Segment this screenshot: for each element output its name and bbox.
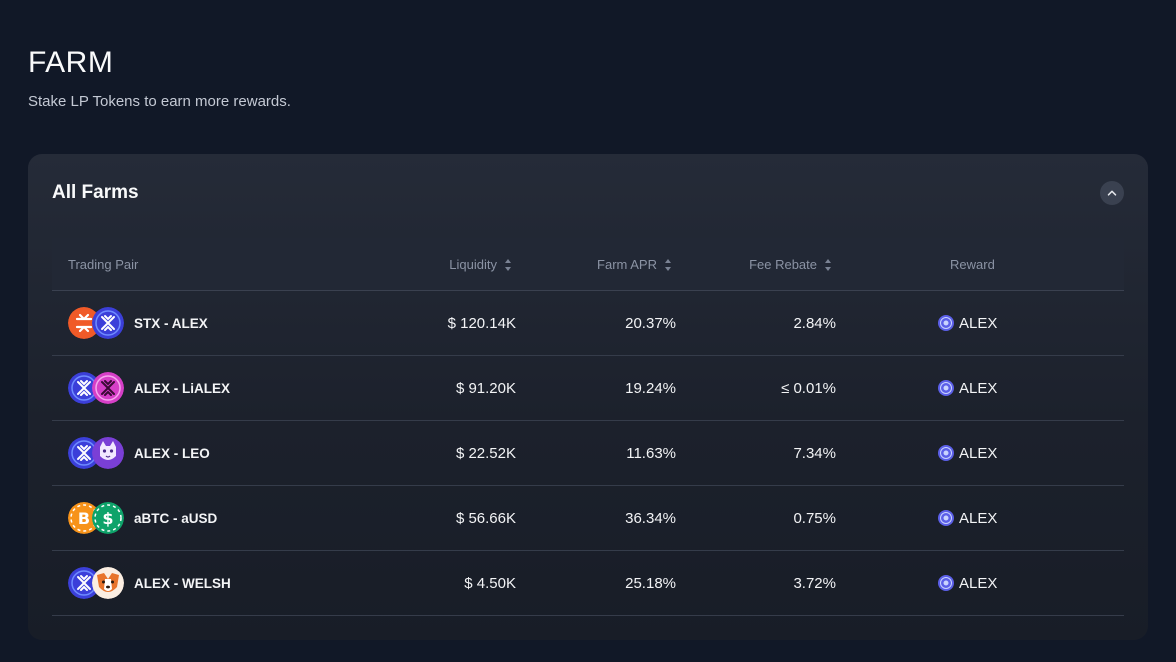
apr-value: 11.63% xyxy=(626,444,676,462)
pair-icons xyxy=(68,372,124,404)
trading-pair-cell: B $ aBTC - aUSD xyxy=(68,486,217,550)
page-subtitle: Stake LP Tokens to earn more rewards. xyxy=(28,93,291,110)
header-liquidity-label: Liquidity xyxy=(449,257,497,272)
trading-pair-cell: ALEX - WELSH xyxy=(68,551,231,615)
fee-rebate-value: 3.72% xyxy=(793,574,836,592)
alex-reward-icon xyxy=(938,380,954,396)
sort-icon xyxy=(504,258,512,272)
reward-token: ALEX xyxy=(959,509,998,527)
alex-reward-icon xyxy=(938,575,954,591)
pair-name[interactable]: ALEX - LiALEX xyxy=(134,380,231,396)
table-row[interactable]: ALEX - LiALEX $ 91.20K 19.24% ≤ 0.01% AL… xyxy=(52,356,1124,421)
alex-reward-icon xyxy=(938,510,954,526)
table-row[interactable]: ALEX - LEO $ 22.52K 11.63% 7.34% ALEX xyxy=(52,421,1124,486)
header-fee-rebate[interactable]: Fee Rebate xyxy=(749,238,832,291)
pair-name[interactable]: aBTC - aUSD xyxy=(134,510,218,526)
trading-pair-cell: STX - ALEX xyxy=(68,291,208,355)
sort-icon xyxy=(664,258,672,272)
table-row[interactable]: ALEX - WELSH $ 4.50K 25.18% 3.72% ALEX xyxy=(52,551,1124,616)
svg-text:$: $ xyxy=(102,509,113,528)
welsh-token-icon xyxy=(92,567,124,599)
reward-cell: ALEX xyxy=(938,356,997,420)
fee-rebate-value: 0.75% xyxy=(793,509,836,527)
header-trading-pair: Trading Pair xyxy=(68,238,138,291)
header-liquidity[interactable]: Liquidity xyxy=(449,238,512,291)
alex-token-icon xyxy=(92,307,124,339)
trading-pair-cell: ALEX - LEO xyxy=(68,421,210,485)
liquidity-value: $ 4.50K xyxy=(464,574,516,592)
fee-rebate-value: ≤ 0.01% xyxy=(781,379,836,397)
reward-token: ALEX xyxy=(959,574,998,592)
pair-icons xyxy=(68,567,124,599)
apr-value: 19.24% xyxy=(625,379,676,397)
trading-pair-cell: ALEX - LiALEX xyxy=(68,356,230,420)
reward-cell: ALEX xyxy=(938,421,997,485)
table-row[interactable]: STX - ALEX $ 120.14K 20.37% 2.84% ALEX xyxy=(52,291,1124,356)
alex-reward-icon xyxy=(938,445,954,461)
page-title: FARM xyxy=(28,46,114,79)
fee-rebate-value: 7.34% xyxy=(793,444,836,462)
pair-name[interactable]: ALEX - LEO xyxy=(134,445,210,461)
reward-cell: ALEX xyxy=(938,486,997,550)
reward-token: ALEX xyxy=(959,314,998,332)
pair-icons: B $ xyxy=(68,502,124,534)
reward-token: ALEX xyxy=(959,444,998,462)
liquidity-value: $ 56.66K xyxy=(455,509,516,527)
apr-value: 36.34% xyxy=(625,509,676,527)
farms-table: Trading Pair Liquidity Farm APR Fee Reba… xyxy=(52,238,1124,616)
header-reward-label: Reward xyxy=(950,257,995,272)
collapse-button[interactable] xyxy=(1100,181,1124,205)
panel-title: All Farms xyxy=(52,182,139,203)
all-farms-panel: All Farms Trading Pair Liquidity Farm AP… xyxy=(28,154,1148,640)
apr-value: 25.18% xyxy=(625,574,676,592)
header-fee-rebate-label: Fee Rebate xyxy=(749,257,817,272)
table-header: Trading Pair Liquidity Farm APR Fee Reba… xyxy=(52,238,1124,291)
stx-token-icon xyxy=(68,307,100,339)
chevron-up-icon xyxy=(1107,190,1117,196)
reward-token: ALEX xyxy=(959,379,998,397)
ausd-token-icon: $ xyxy=(92,502,124,534)
pair-icons xyxy=(68,437,124,469)
svg-text:B: B xyxy=(78,509,90,528)
leo-token-icon xyxy=(92,437,124,469)
pair-icons xyxy=(68,307,124,339)
pair-name[interactable]: STX - ALEX xyxy=(134,315,208,331)
reward-cell: ALEX xyxy=(938,291,997,355)
sort-icon xyxy=(824,258,832,272)
header-trading-pair-label: Trading Pair xyxy=(68,257,139,272)
liquidity-value: $ 91.20K xyxy=(455,379,516,397)
liquidity-value: $ 22.52K xyxy=(455,444,516,462)
lialex-token-icon xyxy=(92,372,124,404)
header-farm-apr-label: Farm APR xyxy=(597,257,657,272)
pair-name[interactable]: ALEX - WELSH xyxy=(134,575,231,591)
apr-value: 20.37% xyxy=(625,314,676,332)
alex-reward-icon xyxy=(938,315,954,331)
table-row[interactable]: B $ aBTC - aUSD $ 56.66K 36.34% 0.75% AL… xyxy=(52,486,1124,551)
header-farm-apr[interactable]: Farm APR xyxy=(597,238,672,291)
alex-token-icon xyxy=(68,567,100,599)
header-reward: Reward xyxy=(950,238,995,291)
fee-rebate-value: 2.84% xyxy=(793,314,836,332)
reward-cell: ALEX xyxy=(938,551,997,615)
liquidity-value: $ 120.14K xyxy=(447,314,516,332)
